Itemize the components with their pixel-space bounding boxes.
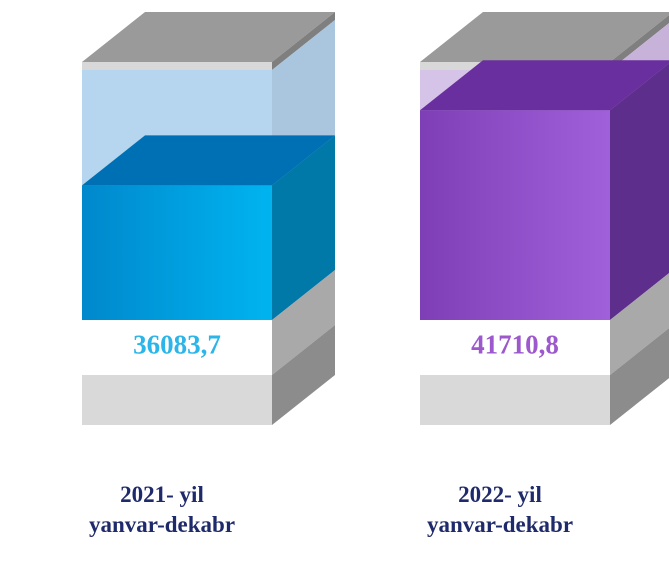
base-band <box>82 375 272 425</box>
bar-side <box>272 135 335 320</box>
label-band-side <box>610 273 669 375</box>
lid-side <box>272 12 335 70</box>
bar <box>420 110 610 320</box>
label-band <box>420 320 610 375</box>
value-label: 41710,8 <box>471 330 559 360</box>
category-label: 2022- yil yanvar-dekabr <box>426 482 574 537</box>
bar-top <box>420 60 669 111</box>
base-band-side <box>272 325 335 425</box>
bar-side <box>610 63 669 320</box>
lid-top <box>82 12 335 62</box>
base-band <box>420 375 610 425</box>
lid-side <box>610 15 669 70</box>
lid-front <box>82 62 272 70</box>
label-band-side <box>272 270 335 375</box>
lid-top <box>420 12 669 62</box>
bar-top <box>82 135 335 186</box>
bar <box>82 185 272 320</box>
category-label: 2021- yil yanvar-dekabr <box>88 482 236 537</box>
base-band-side <box>610 328 669 425</box>
label-band <box>82 320 272 375</box>
value-label: 36083,7 <box>133 330 221 360</box>
